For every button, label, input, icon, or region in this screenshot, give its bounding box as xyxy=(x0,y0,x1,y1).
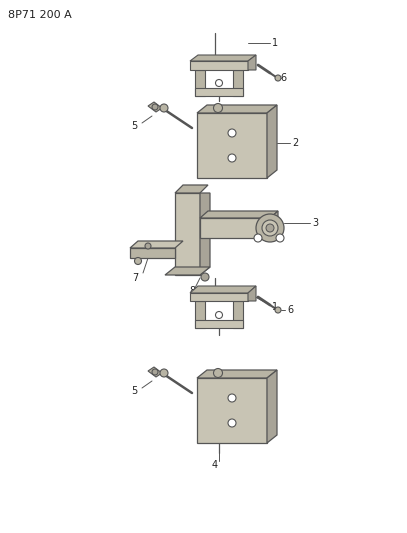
Polygon shape xyxy=(195,70,205,96)
Polygon shape xyxy=(190,61,248,70)
Text: 5: 5 xyxy=(131,386,137,396)
Circle shape xyxy=(215,311,223,319)
Bar xyxy=(197,378,267,443)
Polygon shape xyxy=(175,193,200,275)
Polygon shape xyxy=(195,320,243,328)
Text: 6: 6 xyxy=(287,305,293,315)
Polygon shape xyxy=(248,286,256,301)
Text: 8P71 200 A: 8P71 200 A xyxy=(8,10,72,20)
Text: 4: 4 xyxy=(212,460,218,470)
Polygon shape xyxy=(175,185,208,193)
Polygon shape xyxy=(190,293,248,301)
Circle shape xyxy=(160,369,168,377)
Circle shape xyxy=(134,257,142,264)
Polygon shape xyxy=(267,105,277,178)
Circle shape xyxy=(228,419,236,427)
Circle shape xyxy=(228,129,236,137)
Polygon shape xyxy=(148,102,162,112)
Polygon shape xyxy=(248,55,256,70)
Polygon shape xyxy=(270,211,278,238)
Text: 5: 5 xyxy=(131,121,137,131)
Circle shape xyxy=(160,104,168,112)
Polygon shape xyxy=(165,267,210,275)
Circle shape xyxy=(266,224,274,232)
Text: 3: 3 xyxy=(312,218,318,228)
Polygon shape xyxy=(190,55,256,61)
Text: 1: 1 xyxy=(272,38,278,48)
Polygon shape xyxy=(200,218,270,238)
Circle shape xyxy=(262,220,278,236)
Circle shape xyxy=(256,214,284,242)
Circle shape xyxy=(215,79,223,86)
Polygon shape xyxy=(200,193,210,275)
Text: 6: 6 xyxy=(280,73,286,83)
Text: 8: 8 xyxy=(189,286,195,296)
Circle shape xyxy=(254,234,262,242)
Polygon shape xyxy=(233,70,243,96)
Polygon shape xyxy=(267,370,277,443)
Polygon shape xyxy=(197,105,277,113)
Polygon shape xyxy=(190,286,256,293)
Circle shape xyxy=(276,234,284,242)
Polygon shape xyxy=(200,211,278,218)
Circle shape xyxy=(275,75,281,81)
Polygon shape xyxy=(195,88,243,96)
Bar xyxy=(197,113,267,178)
Circle shape xyxy=(214,368,223,377)
Polygon shape xyxy=(130,241,183,248)
Text: 1: 1 xyxy=(272,302,278,312)
Circle shape xyxy=(152,104,158,110)
Polygon shape xyxy=(130,248,175,258)
Circle shape xyxy=(201,273,209,281)
Circle shape xyxy=(275,307,281,313)
Polygon shape xyxy=(197,370,277,378)
Text: 7: 7 xyxy=(132,273,138,283)
Circle shape xyxy=(228,154,236,162)
Circle shape xyxy=(214,103,223,112)
Polygon shape xyxy=(148,367,162,377)
Polygon shape xyxy=(233,301,243,328)
Text: 2: 2 xyxy=(292,138,298,148)
Circle shape xyxy=(152,369,158,375)
Circle shape xyxy=(228,394,236,402)
Polygon shape xyxy=(195,301,205,328)
Circle shape xyxy=(145,243,151,249)
